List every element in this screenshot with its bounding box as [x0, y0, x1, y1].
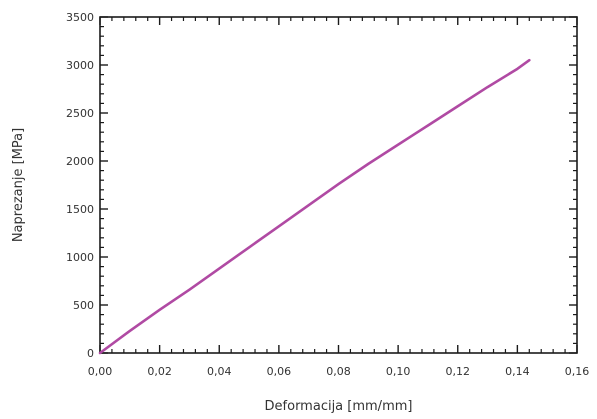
y-tick-label: 2000 [66, 155, 94, 168]
x-axis: 0,00 0,02 0,04 0,06 0,08 0,10 0,12 0,14 0,16 [88, 17, 590, 378]
x-tick-label: 0,14 [505, 365, 530, 378]
x-tick-label: 0,12 [446, 365, 471, 378]
x-tick-label: 0,16 [565, 365, 590, 378]
x-tick-label: 0,06 [267, 365, 292, 378]
y-tick-label: 3000 [66, 59, 94, 72]
y-axis: 0 500 1000 1500 2000 2500 3000 3500 [66, 11, 577, 360]
y-tick-label: 500 [73, 299, 94, 312]
y-axis-label: Naprezanje [MPa] [11, 128, 26, 242]
y-tick-label: 2500 [66, 107, 94, 120]
x-tick-label: 0,04 [207, 365, 232, 378]
x-tick-label: 0,08 [326, 365, 351, 378]
y-tick-label: 1500 [66, 203, 94, 216]
y-tick-label: 1000 [66, 251, 94, 264]
y-tick-label: 3500 [66, 11, 94, 24]
x-tick-label: 0,10 [386, 365, 411, 378]
x-tick-label: 0,00 [88, 365, 113, 378]
x-tick-label: 0,02 [147, 365, 172, 378]
x-axis-label: Deformacija [mm/mm] [265, 399, 413, 414]
y-tick-label: 0 [87, 347, 94, 360]
series-line-0 [98, 58, 531, 355]
series-layer [98, 58, 531, 355]
